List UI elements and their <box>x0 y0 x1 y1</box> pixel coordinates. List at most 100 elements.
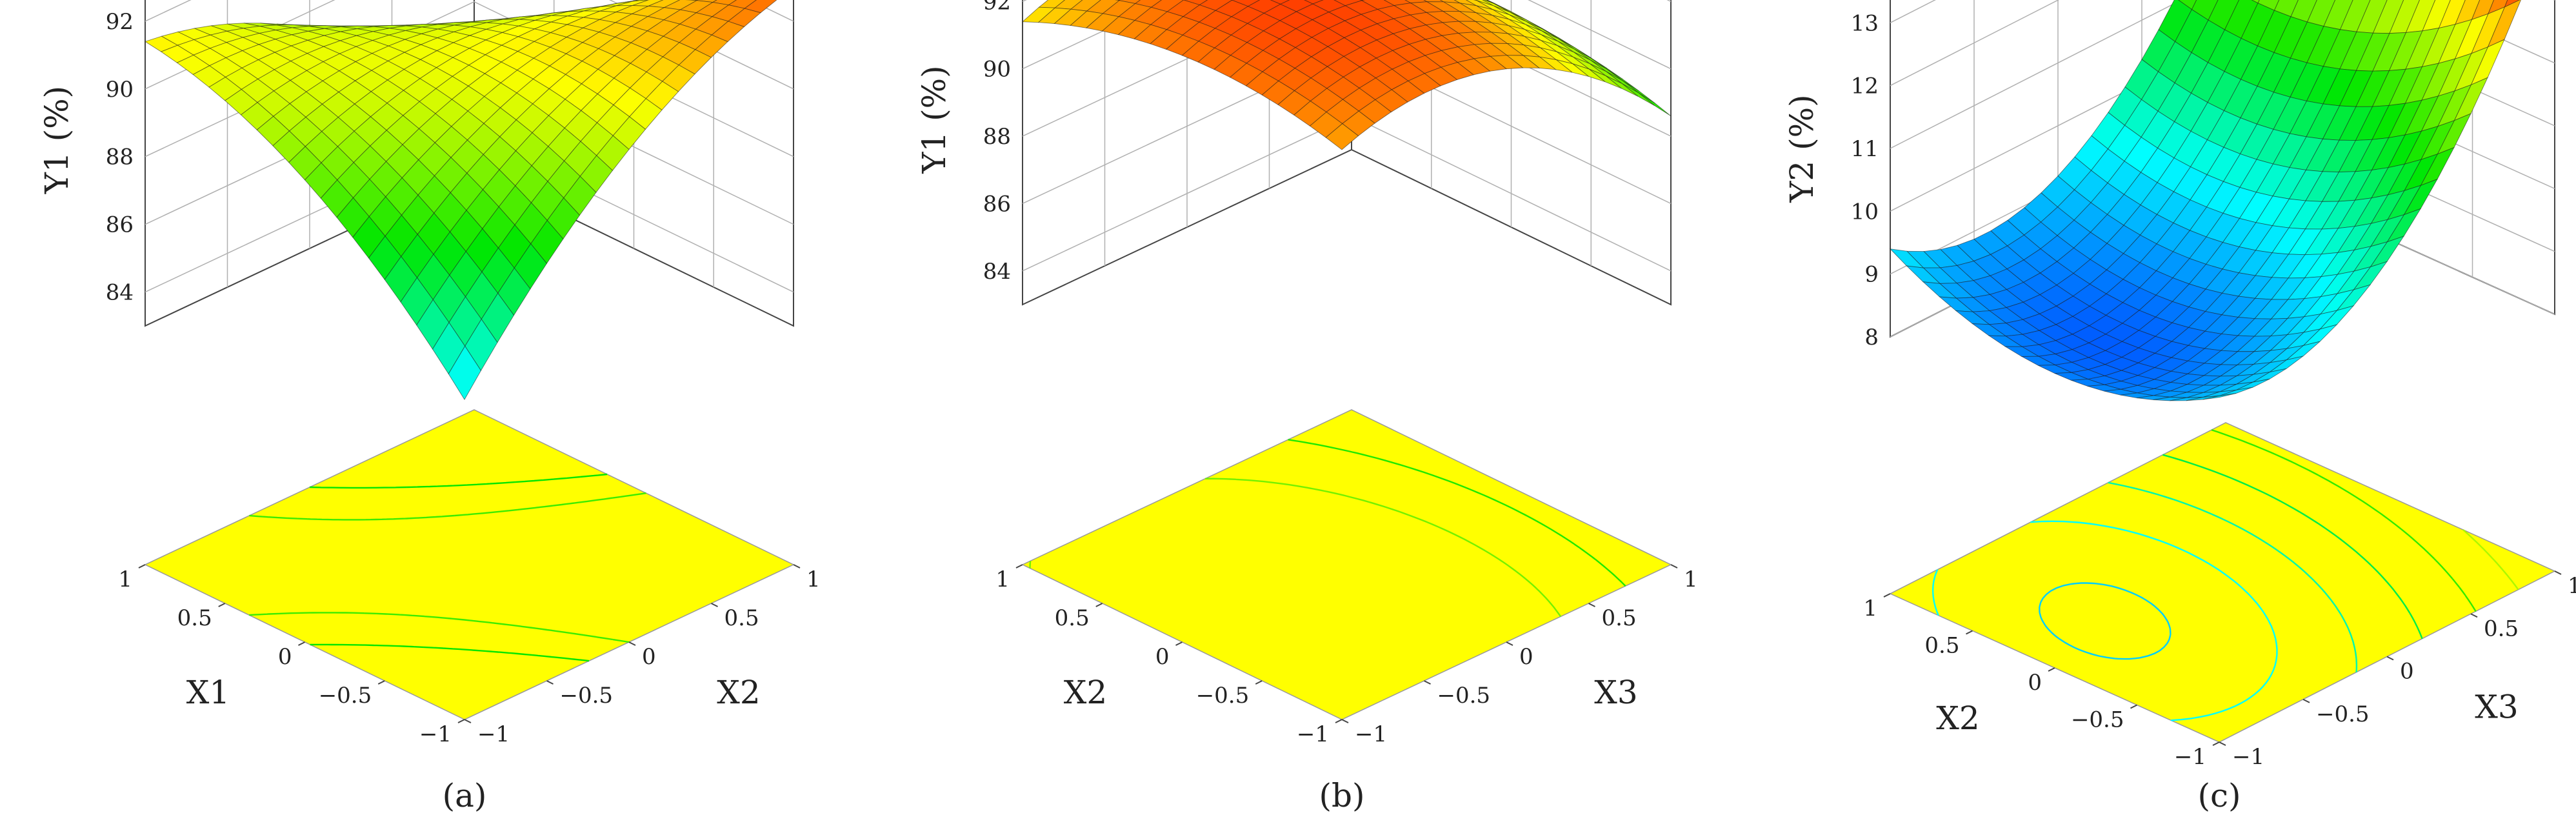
y-tick-mark <box>1506 641 1513 646</box>
x-axis-label: X2 <box>1936 700 1979 737</box>
x-tick-mark <box>218 603 226 607</box>
x-tick-label: 1 <box>118 567 132 592</box>
x-tick-label: 1 <box>995 567 1010 592</box>
z-tick-label: 86 <box>106 212 134 238</box>
x-tick-mark <box>298 641 305 646</box>
z-tick-label: 84 <box>106 280 134 306</box>
y-tick-mark <box>2302 698 2310 703</box>
y-tick-label: 1 <box>806 567 821 592</box>
x-tick-mark <box>2130 704 2137 709</box>
y-tick-label: 0.5 <box>1602 605 1637 631</box>
y-tick-label: −1 <box>477 721 510 747</box>
x-tick-label: −0.5 <box>1196 683 1250 709</box>
x-tick-label: −1 <box>419 721 452 747</box>
z-tick-label: 12 <box>1851 74 1879 99</box>
z-axis-label: Y2 (%) <box>1783 94 1821 203</box>
z-tick-label: 90 <box>106 77 134 103</box>
z-tick-label: 13 <box>1851 10 1879 36</box>
x-axis-label: X2 <box>1064 674 1107 711</box>
z-tick-label: 11 <box>1851 136 1879 162</box>
surface-panel-b: 84868890929410.50−0.5−1−1−0.500.51 Y1 (%… <box>915 0 1698 814</box>
y-tick-label: 0.5 <box>724 605 759 631</box>
contour-line <box>2211 429 2477 612</box>
z-tick-label: 10 <box>1851 199 1879 225</box>
z-tick-label: 9 <box>1864 262 1879 288</box>
y-tick-mark <box>546 680 554 685</box>
surface-panel-a: 84868890929410.50−0.5−1−1−0.500.51 Y1 (%… <box>38 0 821 814</box>
x-tick-mark <box>1255 680 1263 685</box>
right-back-wall <box>474 0 794 327</box>
z-axis-label: Y1 (%) <box>915 65 953 174</box>
contour-floor <box>1021 409 1672 720</box>
x-tick-mark <box>1175 641 1183 646</box>
y-tick-label: 0 <box>1519 644 1533 670</box>
x-tick-label: 0.5 <box>1924 633 1959 659</box>
contour-line <box>1288 439 1626 587</box>
y-tick-label: −0.5 <box>560 683 614 709</box>
z-tick-label: 88 <box>106 145 134 170</box>
contour-line <box>2462 529 2519 590</box>
y-tick-mark <box>2470 613 2478 618</box>
z-axis-label: Y1 (%) <box>38 86 75 194</box>
x-tick-label: 0.5 <box>1055 605 1090 631</box>
contour-floor <box>144 409 795 720</box>
y-tick-mark <box>464 719 472 723</box>
z-tick-label: 92 <box>106 9 134 35</box>
x-tick-label: −1 <box>2174 744 2206 770</box>
surface-cell <box>1303 0 1324 5</box>
x-tick-label: 0 <box>1155 644 1170 670</box>
y-axis-label: X3 <box>1594 674 1637 711</box>
x-tick-mark <box>138 564 146 569</box>
x-tick-mark <box>1883 593 1891 598</box>
panel-caption: (c) <box>2197 777 2241 814</box>
surface-cell <box>1638 92 1672 117</box>
z-tick-label: 92 <box>983 0 1011 15</box>
contour-line <box>1932 520 2278 721</box>
y-tick-mark <box>2554 570 2562 575</box>
z-tick-label: 8 <box>1864 325 1879 350</box>
x-tick-label: −1 <box>1297 721 1329 747</box>
y-tick-label: −1 <box>2232 744 2264 770</box>
contour-line <box>2108 481 2358 672</box>
y-tick-label: 0.5 <box>2484 616 2519 641</box>
x-tick-mark <box>1335 719 1343 723</box>
contour-line <box>1029 478 1562 618</box>
surface-panel-c: 89101112131410.50−0.5−1−1−0.500.51 Y2 (%… <box>1783 0 2576 814</box>
y-tick-label: 0 <box>642 644 656 670</box>
z-tick-label: 86 <box>983 191 1011 217</box>
left-back-wall <box>1022 0 1352 306</box>
x-tick-label: −0.5 <box>319 683 372 709</box>
wall-grid-line <box>1022 0 1672 137</box>
y-tick-mark <box>711 603 718 607</box>
y-tick-label: 1 <box>2568 573 2576 599</box>
y-tick-mark <box>1341 719 1349 723</box>
y-tick-mark <box>793 564 801 569</box>
x-tick-label: 0.5 <box>177 605 212 631</box>
y-tick-label: 1 <box>1684 567 1698 592</box>
z-tick-label: 84 <box>983 259 1011 285</box>
surface-cell <box>1621 83 1655 106</box>
y-tick-label: −1 <box>1355 721 1387 747</box>
contour-line <box>309 473 608 662</box>
x-tick-mark <box>2048 667 2055 672</box>
contour-line <box>2162 454 2423 640</box>
right-back-wall <box>1351 0 1672 306</box>
x-tick-mark <box>1095 603 1103 607</box>
x-tick-label: 0 <box>2028 670 2042 696</box>
y-tick-label: −0.5 <box>2316 701 2370 727</box>
x-tick-mark <box>2212 741 2220 746</box>
surface-cell <box>448 345 482 400</box>
y-tick-mark <box>1588 603 1595 607</box>
x-tick-label: 1 <box>1863 596 1877 621</box>
y-tick-mark <box>1424 680 1431 685</box>
panel-caption: (a) <box>443 777 487 814</box>
panel-caption: (b) <box>1319 777 1364 814</box>
x-axis-label: X1 <box>186 674 230 711</box>
surface-cell <box>2202 393 2237 400</box>
x-tick-mark <box>1015 564 1023 569</box>
x-tick-label: −0.5 <box>2071 707 2124 733</box>
contour-floor <box>1889 422 2556 743</box>
y-tick-mark <box>1670 564 1678 569</box>
x-tick-label: 0 <box>278 644 292 670</box>
